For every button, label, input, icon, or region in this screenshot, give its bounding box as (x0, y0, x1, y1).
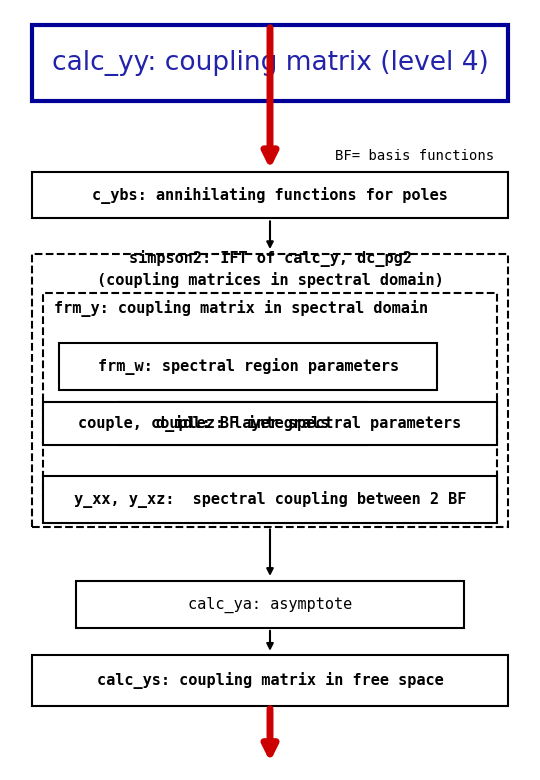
Text: couple, couplez: layer spectral parameters: couple, couplez: layer spectral paramete… (78, 416, 462, 431)
Text: d_idl: BF integrals: d_idl: BF integrals (156, 415, 330, 431)
Text: simpson2: IFT of calc_y, dc_pg2
(coupling matrices in spectral domain): simpson2: IFT of calc_y, dc_pg2 (couplin… (97, 250, 443, 288)
Text: calc_ys: coupling matrix in free space: calc_ys: coupling matrix in free space (97, 672, 443, 689)
Text: frm_y: coupling matrix in spectral domain: frm_y: coupling matrix in spectral domai… (54, 300, 428, 317)
Bar (76, 581, 464, 628)
Bar (32, 655, 508, 706)
Bar (119, 402, 367, 445)
Bar (43, 476, 497, 523)
Bar (59, 343, 437, 390)
Text: y_xx, y_xz:  spectral coupling between 2 BF: y_xx, y_xz: spectral coupling between 2 … (74, 491, 466, 508)
Bar (32, 254, 508, 526)
Text: frm_w: spectral region parameters: frm_w: spectral region parameters (98, 358, 399, 375)
Bar (32, 25, 508, 101)
Text: c_ybs: annihilating functions for poles: c_ybs: annihilating functions for poles (92, 186, 448, 204)
Text: BF= basis functions: BF= basis functions (335, 149, 494, 163)
Bar (32, 172, 508, 218)
Text: calc_yy: coupling matrix (level 4): calc_yy: coupling matrix (level 4) (52, 50, 488, 76)
Text: calc_ya: asymptote: calc_ya: asymptote (188, 597, 352, 612)
Bar (43, 292, 497, 499)
Bar (43, 402, 497, 445)
